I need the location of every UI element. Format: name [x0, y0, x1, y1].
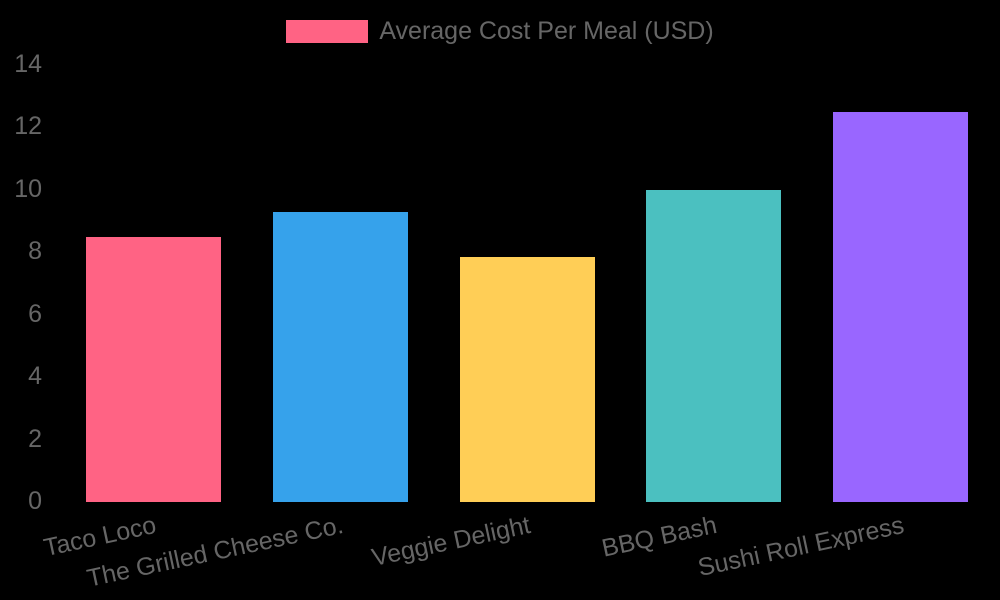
- chart-legend: Average Cost Per Meal (USD): [0, 16, 1000, 45]
- y-axis-tick-label-12: 12: [14, 112, 42, 141]
- bar-veggie-delight: [459, 256, 595, 502]
- y-axis-tick-label-0: 0: [28, 486, 42, 515]
- y-axis-tick-label-6: 6: [28, 299, 42, 328]
- y-axis-tick-label-10: 10: [14, 174, 42, 203]
- bar-bbq-bash: [646, 189, 782, 502]
- x-axis-category-label-sushi-roll-express: Sushi Roll Express: [695, 511, 907, 583]
- x-axis-category-label-veggie-delight: Veggie Delight: [369, 511, 533, 572]
- y-axis-tick-label-14: 14: [14, 49, 42, 78]
- bar-sushi-roll-express: [833, 111, 969, 502]
- bar-the-grilled-cheese-co: [272, 211, 408, 502]
- y-axis-tick-label-8: 8: [28, 237, 42, 266]
- legend-item-average-cost[interactable]: Average Cost Per Meal (USD): [286, 16, 714, 45]
- y-axis-tick-label-4: 4: [28, 362, 42, 391]
- legend-label: Average Cost Per Meal (USD): [379, 16, 714, 45]
- legend-swatch-icon: [286, 19, 369, 43]
- y-axis-tick-label-2: 2: [28, 424, 42, 453]
- bar-taco-loco: [85, 236, 221, 502]
